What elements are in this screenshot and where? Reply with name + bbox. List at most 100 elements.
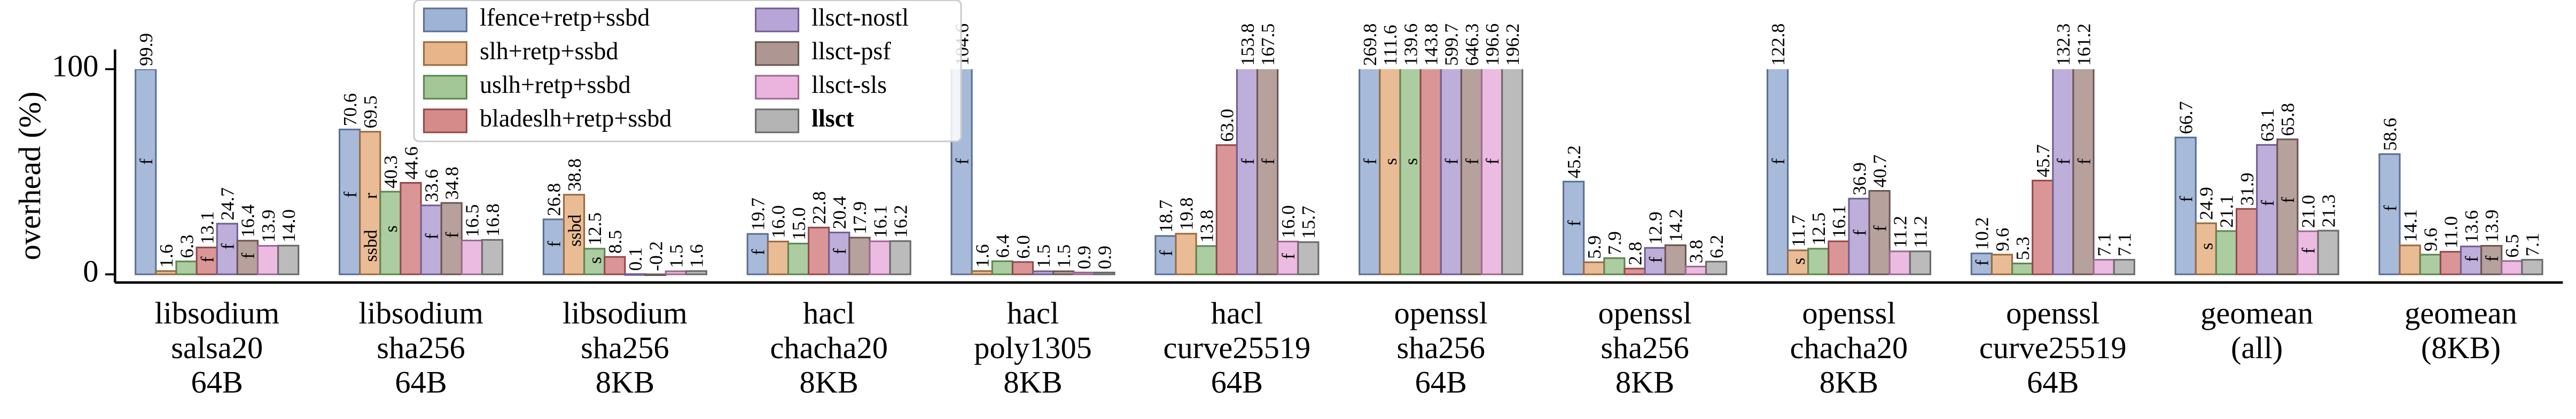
bar-annotation: f xyxy=(953,158,972,164)
bar xyxy=(2032,179,2054,275)
x-tick-label: curve25519 xyxy=(1164,330,1311,365)
x-tick-label: (8KB) xyxy=(2421,330,2501,365)
value-label: 11.2 xyxy=(1890,216,1911,248)
bar-annotation: f xyxy=(1259,158,1278,164)
value-label: 21.3 xyxy=(2317,194,2339,227)
value-label: 45.2 xyxy=(1563,145,1584,178)
value-label: 22.8 xyxy=(808,191,830,224)
value-label: 1.6 xyxy=(972,244,993,267)
x-tick-label: 64B xyxy=(191,365,243,399)
bar xyxy=(1501,69,1524,275)
bar-annotation: f xyxy=(1870,225,1890,232)
legend-swatch xyxy=(755,75,800,100)
value-label: 2.8 xyxy=(1624,242,1645,265)
bar-annotation: f xyxy=(137,158,157,164)
x-tick-label: salsa20 xyxy=(171,330,263,365)
bar xyxy=(869,240,891,275)
value-label: 12.5 xyxy=(1808,212,1829,246)
bar-annotation: f xyxy=(1850,230,1870,236)
bar-annotation: f xyxy=(1769,158,1789,164)
value-label: 7.9 xyxy=(1604,231,1625,255)
value-label: 6.2 xyxy=(1706,235,1727,258)
value-label: 13.1 xyxy=(196,211,217,244)
legend-label: llsct-nostl xyxy=(811,4,909,31)
legend-frame xyxy=(413,0,962,143)
value-label: 16.1 xyxy=(1828,205,1849,238)
bar xyxy=(624,273,646,276)
bar xyxy=(604,256,626,275)
x-tick-label: poly1305 xyxy=(974,330,1092,365)
bar xyxy=(379,191,402,275)
x-tick-label: geomean xyxy=(2200,296,2313,330)
value-label: 26.8 xyxy=(543,183,565,216)
value-label: 63.1 xyxy=(2257,108,2278,141)
bar-annotation: f xyxy=(2176,196,2196,202)
bar-annotation: f xyxy=(1646,256,1666,263)
bar-annotation: f xyxy=(2462,256,2482,262)
value-label: 17.9 xyxy=(849,201,870,234)
value-label: 9.6 xyxy=(2420,228,2441,251)
bar-annotation: f xyxy=(749,249,769,255)
x-tick-label: hacl xyxy=(1007,296,1059,330)
value-label: 15.7 xyxy=(1298,206,1319,239)
bar xyxy=(1215,144,1238,275)
legend-label: lfence+retp+ssbd xyxy=(480,4,650,31)
bar xyxy=(1888,250,1911,275)
bar xyxy=(1583,261,1605,275)
bar xyxy=(2378,153,2401,275)
bar-annotation: f xyxy=(2299,247,2319,254)
bar xyxy=(2297,230,2319,275)
value-label: 11.0 xyxy=(2440,216,2462,249)
value-label: 1.6 xyxy=(686,244,707,267)
x-tick-label: 8KB xyxy=(1615,365,1674,399)
value-label: 6.0 xyxy=(1012,235,1034,259)
value-label: 18.7 xyxy=(1155,200,1176,233)
bar-annotation: f xyxy=(1157,250,1176,256)
bar-annotation: f xyxy=(545,241,565,247)
value-label: 16.0 xyxy=(768,205,789,238)
value-label: 16.8 xyxy=(482,203,503,236)
bar xyxy=(2521,259,2543,275)
x-tick-label: openssl xyxy=(1598,296,1691,330)
y-axis-label: overhead (%) xyxy=(12,91,47,260)
legend-swatch xyxy=(423,7,467,33)
x-tick-label: sha256 xyxy=(581,330,669,365)
bar-annotation: r xyxy=(361,193,381,199)
x-tick-label: openssl xyxy=(1394,296,1488,330)
value-label: 13.9 xyxy=(2481,209,2502,242)
value-label: 139.6 xyxy=(1400,23,1421,66)
value-label: 16.0 xyxy=(1277,205,1299,238)
bar xyxy=(2317,230,2339,275)
value-label: 16.1 xyxy=(869,205,891,238)
legend: lfence+retp+ssbd slh+retp+ssbd uslh+retp+s… xyxy=(413,0,962,143)
bar-annotation: f xyxy=(2074,158,2094,164)
value-label: 0.1 xyxy=(625,247,646,271)
value-label: 11.2 xyxy=(1910,216,1931,248)
bar xyxy=(420,204,442,275)
value-label: 1.5 xyxy=(1033,244,1054,268)
value-label: 11.7 xyxy=(1787,215,1809,247)
bar xyxy=(1603,257,1626,275)
bar xyxy=(1664,244,1687,275)
x-tick-label: 64B xyxy=(1415,365,1467,399)
value-label: 58.6 xyxy=(2379,118,2400,151)
bar-annotation: f xyxy=(422,233,442,240)
value-label: 34.8 xyxy=(441,167,463,200)
bar xyxy=(2235,208,2258,275)
bar xyxy=(1256,69,1279,275)
bar-annotation: f xyxy=(239,252,259,259)
plot-area xyxy=(135,69,2543,276)
bar xyxy=(1359,69,1381,275)
x-tick-label: curve25519 xyxy=(1979,330,2127,365)
x-tick-label: openssl xyxy=(2006,296,2099,330)
value-label: 16.5 xyxy=(462,204,483,238)
bar xyxy=(1297,241,1320,275)
bar xyxy=(991,260,1013,275)
value-label: 1.5 xyxy=(666,244,687,268)
legend-swatch xyxy=(423,41,467,66)
bar-annotation: f xyxy=(2054,158,2074,164)
bar xyxy=(1705,260,1728,275)
bar xyxy=(338,129,361,275)
bar xyxy=(1990,254,2013,275)
value-label: 13.6 xyxy=(2461,210,2482,243)
